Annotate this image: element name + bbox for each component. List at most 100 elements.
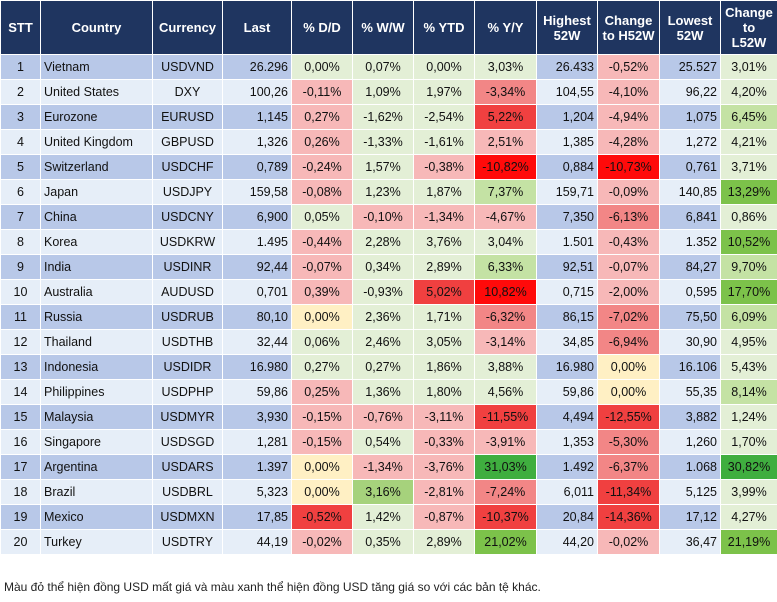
table-row: 8 Korea USDKRW 1.495 -0,44% 2,28% 3,76% 3,04% 1.… [0,229,777,255]
cell-currency: AUDUSD [152,279,223,305]
cell-country: Indonesia [40,354,153,380]
cell-stt: 13 [0,354,41,380]
cell-pct-yy: -10,37% [474,504,537,530]
cell-currency: USDBRL [152,479,223,505]
cell-last: 0,789 [222,154,292,180]
table-row: 12 Thailand USDTHB 32,44 0,06% 2,46% 3,05% -3,1… [0,329,777,355]
cell-pct-yy: -3,14% [474,329,537,355]
cell-pct-dd: -0,15% [291,429,353,455]
cell-pct-dd: 0,27% [291,104,353,130]
cell-change-h52w: -0,02% [597,529,660,555]
table-row: 11 Russia USDRUB 80,10 0,00% 2,36% 1,71% -6,32%… [0,304,777,330]
cell-low-52w: 30,90 [659,329,721,355]
cell-last: 3,930 [222,404,292,430]
cell-currency: USDCNY [152,204,223,230]
cell-low-52w: 25.527 [659,54,721,80]
cell-change-h52w: -0,43% [597,229,660,255]
cell-pct-yy: 6,33% [474,254,537,280]
cell-currency: USDTHB [152,329,223,355]
cell-change-l52w: 17,70% [720,279,777,305]
cell-pct-ww: 0,07% [352,54,414,80]
cell-pct-yy: -11,55% [474,404,537,430]
table-row: 16 Singapore USDSGD 1,281 -0,15% 0,54% -0,33% -… [0,429,777,455]
cell-pct-dd: 0,05% [291,204,353,230]
cell-pct-ytd: 0,00% [413,54,475,80]
cell-last: 1.495 [222,229,292,255]
cell-pct-dd: 0,39% [291,279,353,305]
cell-currency: USDARS [152,454,223,480]
cell-country: India [40,254,153,280]
cell-last: 1,326 [222,129,292,155]
cell-pct-dd: -0,07% [291,254,353,280]
cell-change-l52w: 10,52% [720,229,777,255]
table-row: 18 Brazil USDBRL 5,323 0,00% 3,16% -2,81% -7,24… [0,479,777,505]
cell-pct-ww: -0,10% [352,204,414,230]
cell-pct-dd: -0,24% [291,154,353,180]
cell-pct-dd: -0,52% [291,504,353,530]
cell-high-52w: 1.492 [536,454,598,480]
cell-country: Malaysia [40,404,153,430]
cell-country: United Kingdom [40,129,153,155]
cell-change-h52w: -5,30% [597,429,660,455]
cell-pct-ytd: -2,54% [413,104,475,130]
cell-change-h52w: -14,36% [597,504,660,530]
cell-pct-yy: -3,91% [474,429,537,455]
cell-country: Japan [40,179,153,205]
cell-stt: 18 [0,479,41,505]
cell-pct-ww: 2,46% [352,329,414,355]
cell-pct-ytd: -0,33% [413,429,475,455]
cell-pct-ytd: 2,89% [413,254,475,280]
cell-change-l52w: 4,20% [720,79,777,105]
header-currency: Currency [152,0,223,55]
table-row: 9 India USDINR 92,44 -0,07% 0,34% 2,89% 6,33% 92… [0,254,777,280]
cell-pct-yy: 5,22% [474,104,537,130]
cell-pct-dd: -0,02% [291,529,353,555]
table-row: 7 China USDCNY 6,900 0,05% -0,10% -1,34% -4,67%… [0,204,777,230]
cell-stt: 6 [0,179,41,205]
cell-last: 32,44 [222,329,292,355]
cell-change-h52w: -11,34% [597,479,660,505]
cell-pct-ytd: 3,76% [413,229,475,255]
cell-low-52w: 1,272 [659,129,721,155]
table-row: 13 Indonesia USDIDR 16.980 0,27% 0,27% 1,86% 3,… [0,354,777,380]
header-stt: STT [0,0,41,55]
cell-last: 0,701 [222,279,292,305]
cell-change-l52w: 8,14% [720,379,777,405]
cell-change-l52w: 3,99% [720,479,777,505]
cell-pct-ww: 0,54% [352,429,414,455]
cell-stt: 7 [0,204,41,230]
cell-high-52w: 0,884 [536,154,598,180]
cell-pct-ww: 0,27% [352,354,414,380]
cell-pct-ytd: -3,76% [413,454,475,480]
cell-last: 16.980 [222,354,292,380]
cell-pct-ytd: -0,87% [413,504,475,530]
cell-country: Australia [40,279,153,305]
header-change-h52w: Change to H52W [597,0,660,55]
cell-pct-yy: 3,03% [474,54,537,80]
cell-change-h52w: 0,00% [597,379,660,405]
cell-pct-ww: 0,34% [352,254,414,280]
cell-country: Russia [40,304,153,330]
cell-pct-ww: 3,16% [352,479,414,505]
cell-currency: USDKRW [152,229,223,255]
cell-country: Argentina [40,454,153,480]
cell-pct-ww: -1,62% [352,104,414,130]
cell-stt: 12 [0,329,41,355]
cell-pct-ww: 2,36% [352,304,414,330]
table-row: 15 Malaysia USDMYR 3,930 -0,15% -0,76% -3,11% -… [0,404,777,430]
cell-currency: USDMYR [152,404,223,430]
cell-last: 159,58 [222,179,292,205]
cell-stt: 4 [0,129,41,155]
cell-pct-ww: 1,57% [352,154,414,180]
cell-last: 1,145 [222,104,292,130]
cell-pct-ww: -1,34% [352,454,414,480]
cell-pct-yy: 10,82% [474,279,537,305]
cell-pct-ww: 1,42% [352,504,414,530]
table-row: 17 Argentina USDARS 1.397 0,00% -1,34% -3,76% 3… [0,454,777,480]
cell-high-52w: 34,85 [536,329,598,355]
cell-last: 26.296 [222,54,292,80]
cell-stt: 15 [0,404,41,430]
cell-pct-ww: 0,35% [352,529,414,555]
cell-high-52w: 20,84 [536,504,598,530]
cell-last: 80,10 [222,304,292,330]
